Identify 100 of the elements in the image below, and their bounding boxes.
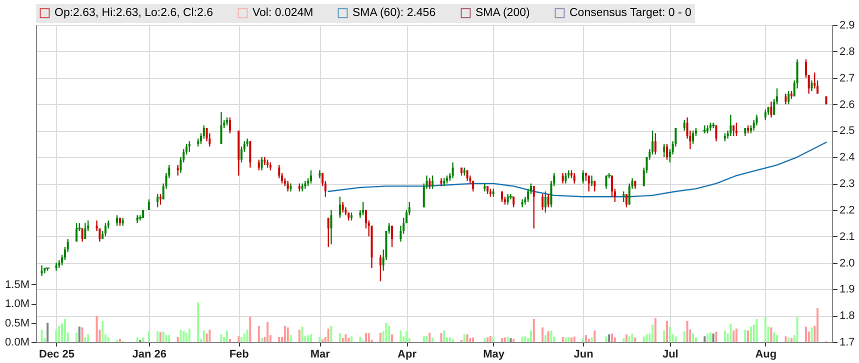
bar bbox=[744, 330, 746, 342]
candlestick bbox=[40, 264, 43, 277]
bar bbox=[463, 334, 466, 342]
bar bbox=[176, 337, 179, 342]
bar bbox=[307, 335, 310, 342]
bar bbox=[159, 332, 162, 342]
bar bbox=[652, 324, 654, 342]
y-tick-label: 2.2 bbox=[840, 204, 855, 216]
candlestick bbox=[249, 140, 252, 168]
bar bbox=[622, 338, 625, 342]
bar bbox=[368, 333, 370, 342]
bar bbox=[683, 331, 686, 342]
bar bbox=[55, 330, 58, 342]
candlestick bbox=[506, 193, 509, 206]
bar bbox=[342, 338, 344, 342]
y2-tick-label: 0.0M bbox=[5, 336, 30, 348]
bar bbox=[784, 336, 787, 342]
bar bbox=[570, 337, 572, 342]
candlestick bbox=[730, 114, 732, 137]
bar bbox=[344, 334, 347, 342]
bar bbox=[148, 331, 150, 342]
y-tick-label: 2.5 bbox=[840, 125, 855, 138]
bar bbox=[544, 335, 546, 342]
candlestick bbox=[784, 93, 787, 105]
bar bbox=[501, 338, 504, 342]
candlestick bbox=[590, 174, 593, 187]
bar bbox=[804, 326, 807, 342]
bar bbox=[452, 339, 454, 342]
bar bbox=[663, 330, 666, 342]
legend-label: SMA (200) bbox=[476, 7, 530, 20]
candlestick bbox=[562, 172, 564, 184]
bar bbox=[202, 330, 205, 342]
bar bbox=[443, 330, 446, 342]
bar bbox=[810, 327, 813, 342]
y-tick-label: 2.8 bbox=[840, 46, 855, 58]
candlestick bbox=[76, 222, 78, 242]
bar bbox=[692, 334, 694, 342]
bar bbox=[165, 335, 168, 342]
bar bbox=[258, 326, 260, 342]
bar bbox=[142, 337, 144, 342]
bar bbox=[238, 336, 240, 342]
bar bbox=[426, 336, 428, 342]
candlestick bbox=[573, 172, 576, 184]
candlestick bbox=[666, 143, 668, 160]
y-tick-label: 1.8 bbox=[840, 310, 855, 322]
bar bbox=[301, 326, 304, 342]
bar bbox=[486, 337, 489, 342]
candlestick bbox=[582, 170, 584, 184]
bar bbox=[489, 336, 492, 342]
bar bbox=[724, 330, 726, 342]
bar bbox=[770, 327, 772, 342]
bar bbox=[406, 331, 408, 342]
candlestick bbox=[84, 222, 86, 240]
y2-tick-label: 1.0M bbox=[5, 298, 30, 310]
bar bbox=[260, 338, 263, 342]
candlestick bbox=[547, 193, 550, 208]
legend-label: Vol: 0.024M bbox=[252, 7, 314, 20]
bar bbox=[788, 337, 790, 342]
candlestick bbox=[683, 120, 686, 132]
bar bbox=[756, 318, 758, 342]
bar bbox=[642, 336, 645, 342]
x-tick-label: Aug bbox=[755, 348, 777, 360]
candlestick bbox=[342, 201, 344, 214]
bar bbox=[310, 334, 312, 342]
y-tick-label: 2.9 bbox=[840, 20, 855, 32]
candlestick bbox=[544, 190, 546, 214]
bar bbox=[208, 330, 211, 342]
bar bbox=[764, 317, 766, 342]
bar bbox=[796, 317, 798, 342]
bar bbox=[379, 332, 382, 342]
bar bbox=[668, 326, 671, 342]
bar bbox=[735, 328, 738, 342]
bar bbox=[400, 330, 402, 342]
candlestick bbox=[625, 193, 628, 208]
bar bbox=[81, 327, 84, 342]
candlestick bbox=[228, 116, 231, 134]
bar bbox=[631, 334, 634, 342]
candlestick bbox=[330, 209, 332, 245]
bar bbox=[350, 336, 353, 342]
bar bbox=[790, 338, 792, 342]
bar bbox=[715, 332, 718, 342]
bar bbox=[249, 316, 252, 342]
bar bbox=[542, 327, 544, 342]
x-tick-label: Jan 26 bbox=[132, 348, 167, 360]
candlestick bbox=[428, 178, 431, 190]
bar bbox=[162, 332, 164, 342]
bar bbox=[180, 330, 182, 342]
bar bbox=[428, 332, 431, 342]
bar bbox=[466, 334, 468, 342]
bar bbox=[634, 337, 636, 342]
bar bbox=[107, 337, 110, 342]
candlestick bbox=[452, 162, 454, 179]
bar bbox=[197, 302, 200, 342]
bar bbox=[364, 333, 367, 342]
bar bbox=[594, 330, 596, 342]
x-tick-label: May bbox=[483, 348, 506, 360]
bar bbox=[96, 316, 98, 342]
candlestick bbox=[788, 90, 790, 105]
candlestick bbox=[310, 170, 312, 184]
candlestick bbox=[176, 164, 179, 176]
